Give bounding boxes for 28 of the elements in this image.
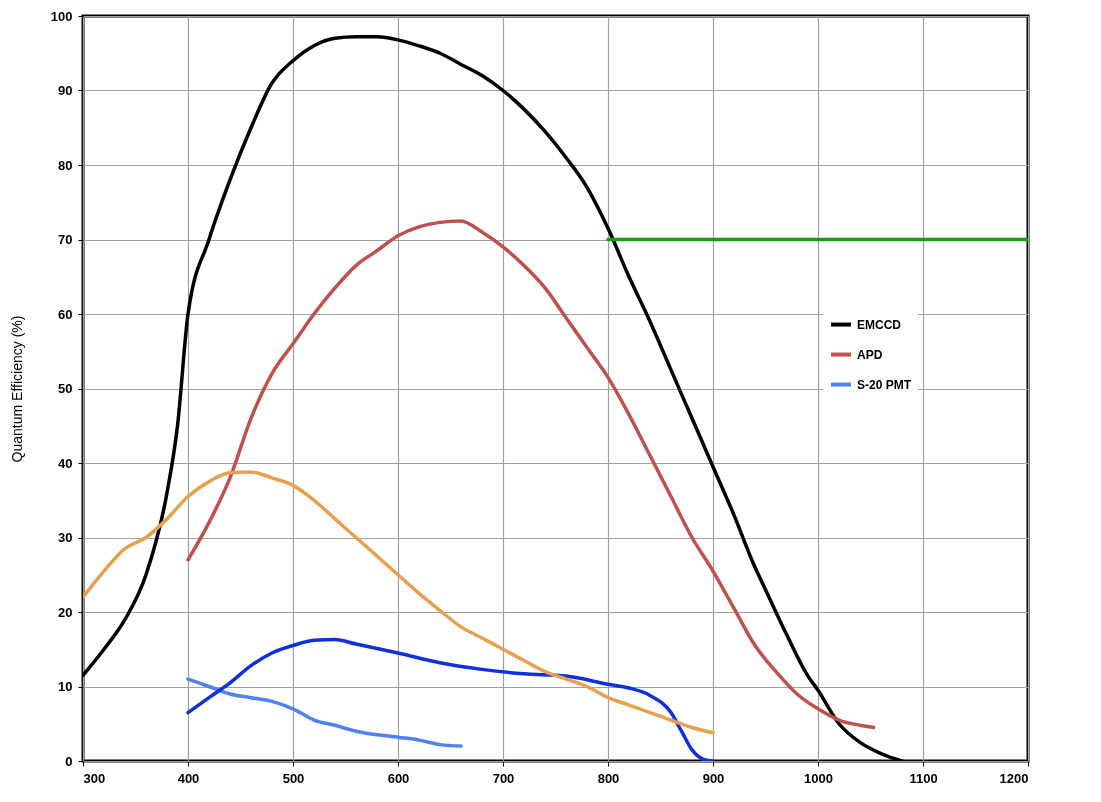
y-tick-label: 10 [58,679,73,694]
y-tick-label: 70 [58,232,73,247]
x-tick-label: 500 [282,770,305,786]
x-tick-label: 900 [702,770,725,786]
y-tick-label: 50 [58,381,73,396]
y-tick-label: 30 [58,530,73,545]
y-tick-label: 90 [58,83,73,98]
x-tick-label: 1000 [804,770,833,786]
x-tick-label: 1200 [999,770,1029,786]
y-axis-title: Quantum Efficiency (%) [8,315,25,463]
legend-label: S-20 PMT [857,377,912,392]
y-tick-label: 20 [58,604,73,620]
y-tick-label: 100 [50,8,73,24]
y-tick-label: 40 [58,455,73,471]
y-tick-label: 80 [58,157,73,173]
x-tick-label: 800 [597,770,620,786]
line-series [186,637,715,761]
x-tick-label: 400 [177,770,200,786]
line-series [186,677,463,748]
legend-label: APD [857,347,883,362]
x-tick-label: 600 [387,770,410,786]
x-tick-label: 700 [492,770,515,786]
legend-label: EMCCD [857,317,902,332]
y-tick-label: 60 [58,306,73,322]
x-tick-label: 300 [83,770,106,786]
x-tick-label: 1100 [909,770,938,786]
line-series [83,470,715,735]
y-tick-label: 0 [65,753,73,769]
